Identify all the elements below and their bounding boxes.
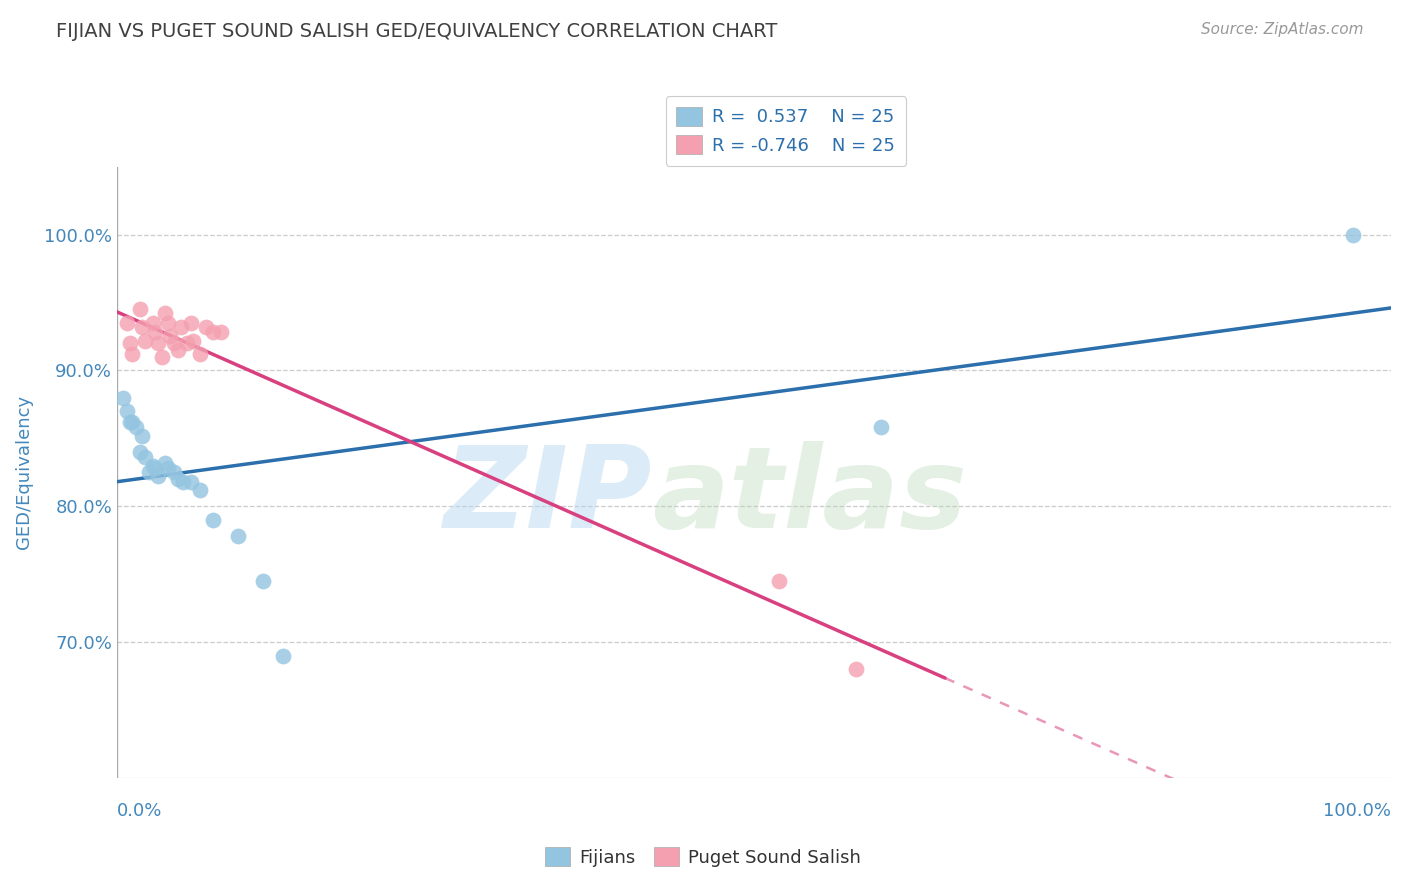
Point bbox=[183, 334, 205, 348]
Point bbox=[129, 302, 152, 317]
Point bbox=[159, 329, 181, 343]
Text: atlas: atlas bbox=[652, 442, 967, 552]
Point bbox=[155, 456, 177, 470]
Point bbox=[180, 316, 202, 330]
Point bbox=[209, 326, 232, 340]
Point bbox=[118, 415, 141, 429]
Point bbox=[870, 420, 893, 434]
Point bbox=[121, 347, 143, 361]
Point bbox=[170, 320, 193, 334]
Point bbox=[112, 391, 135, 405]
Point bbox=[180, 475, 202, 489]
Point bbox=[115, 316, 138, 330]
Text: 100.0%: 100.0% bbox=[1323, 803, 1391, 821]
Point bbox=[226, 529, 249, 543]
Point bbox=[176, 336, 198, 351]
Point bbox=[845, 662, 868, 676]
Point bbox=[121, 415, 143, 429]
Text: ZIP: ZIP bbox=[443, 442, 652, 552]
Point bbox=[195, 320, 218, 334]
Point bbox=[768, 574, 790, 588]
Point bbox=[156, 461, 179, 475]
Point bbox=[167, 343, 190, 357]
Point bbox=[167, 472, 190, 486]
Point bbox=[155, 306, 177, 320]
Point bbox=[134, 450, 156, 465]
Legend: R =  0.537    N = 25, R = -0.746    N = 25: R = 0.537 N = 25, R = -0.746 N = 25 bbox=[665, 96, 905, 166]
Point bbox=[252, 574, 274, 588]
Point bbox=[1341, 227, 1364, 242]
Point bbox=[131, 428, 153, 442]
Point bbox=[271, 648, 294, 663]
Point bbox=[131, 320, 153, 334]
Point bbox=[143, 461, 166, 475]
Point bbox=[142, 458, 165, 473]
Point bbox=[143, 326, 166, 340]
Point bbox=[150, 350, 173, 364]
Point bbox=[138, 465, 160, 479]
Point bbox=[188, 347, 211, 361]
Point bbox=[125, 420, 148, 434]
Text: 0.0%: 0.0% bbox=[117, 803, 162, 821]
Point bbox=[115, 404, 138, 418]
Point bbox=[142, 316, 165, 330]
Point bbox=[156, 316, 179, 330]
Point bbox=[163, 336, 186, 351]
Text: FIJIAN VS PUGET SOUND SALISH GED/EQUIVALENCY CORRELATION CHART: FIJIAN VS PUGET SOUND SALISH GED/EQUIVAL… bbox=[56, 22, 778, 41]
Point bbox=[118, 336, 141, 351]
Point bbox=[163, 465, 186, 479]
Point bbox=[146, 469, 169, 483]
Point bbox=[188, 483, 211, 497]
Text: Source: ZipAtlas.com: Source: ZipAtlas.com bbox=[1201, 22, 1364, 37]
Point bbox=[172, 475, 194, 489]
Point bbox=[201, 513, 224, 527]
Legend: Fijians, Puget Sound Salish: Fijians, Puget Sound Salish bbox=[538, 840, 868, 874]
Point bbox=[129, 445, 152, 459]
Point bbox=[146, 336, 169, 351]
Point bbox=[134, 334, 156, 348]
Y-axis label: GED/Equivalency: GED/Equivalency bbox=[15, 395, 32, 549]
Point bbox=[201, 326, 224, 340]
